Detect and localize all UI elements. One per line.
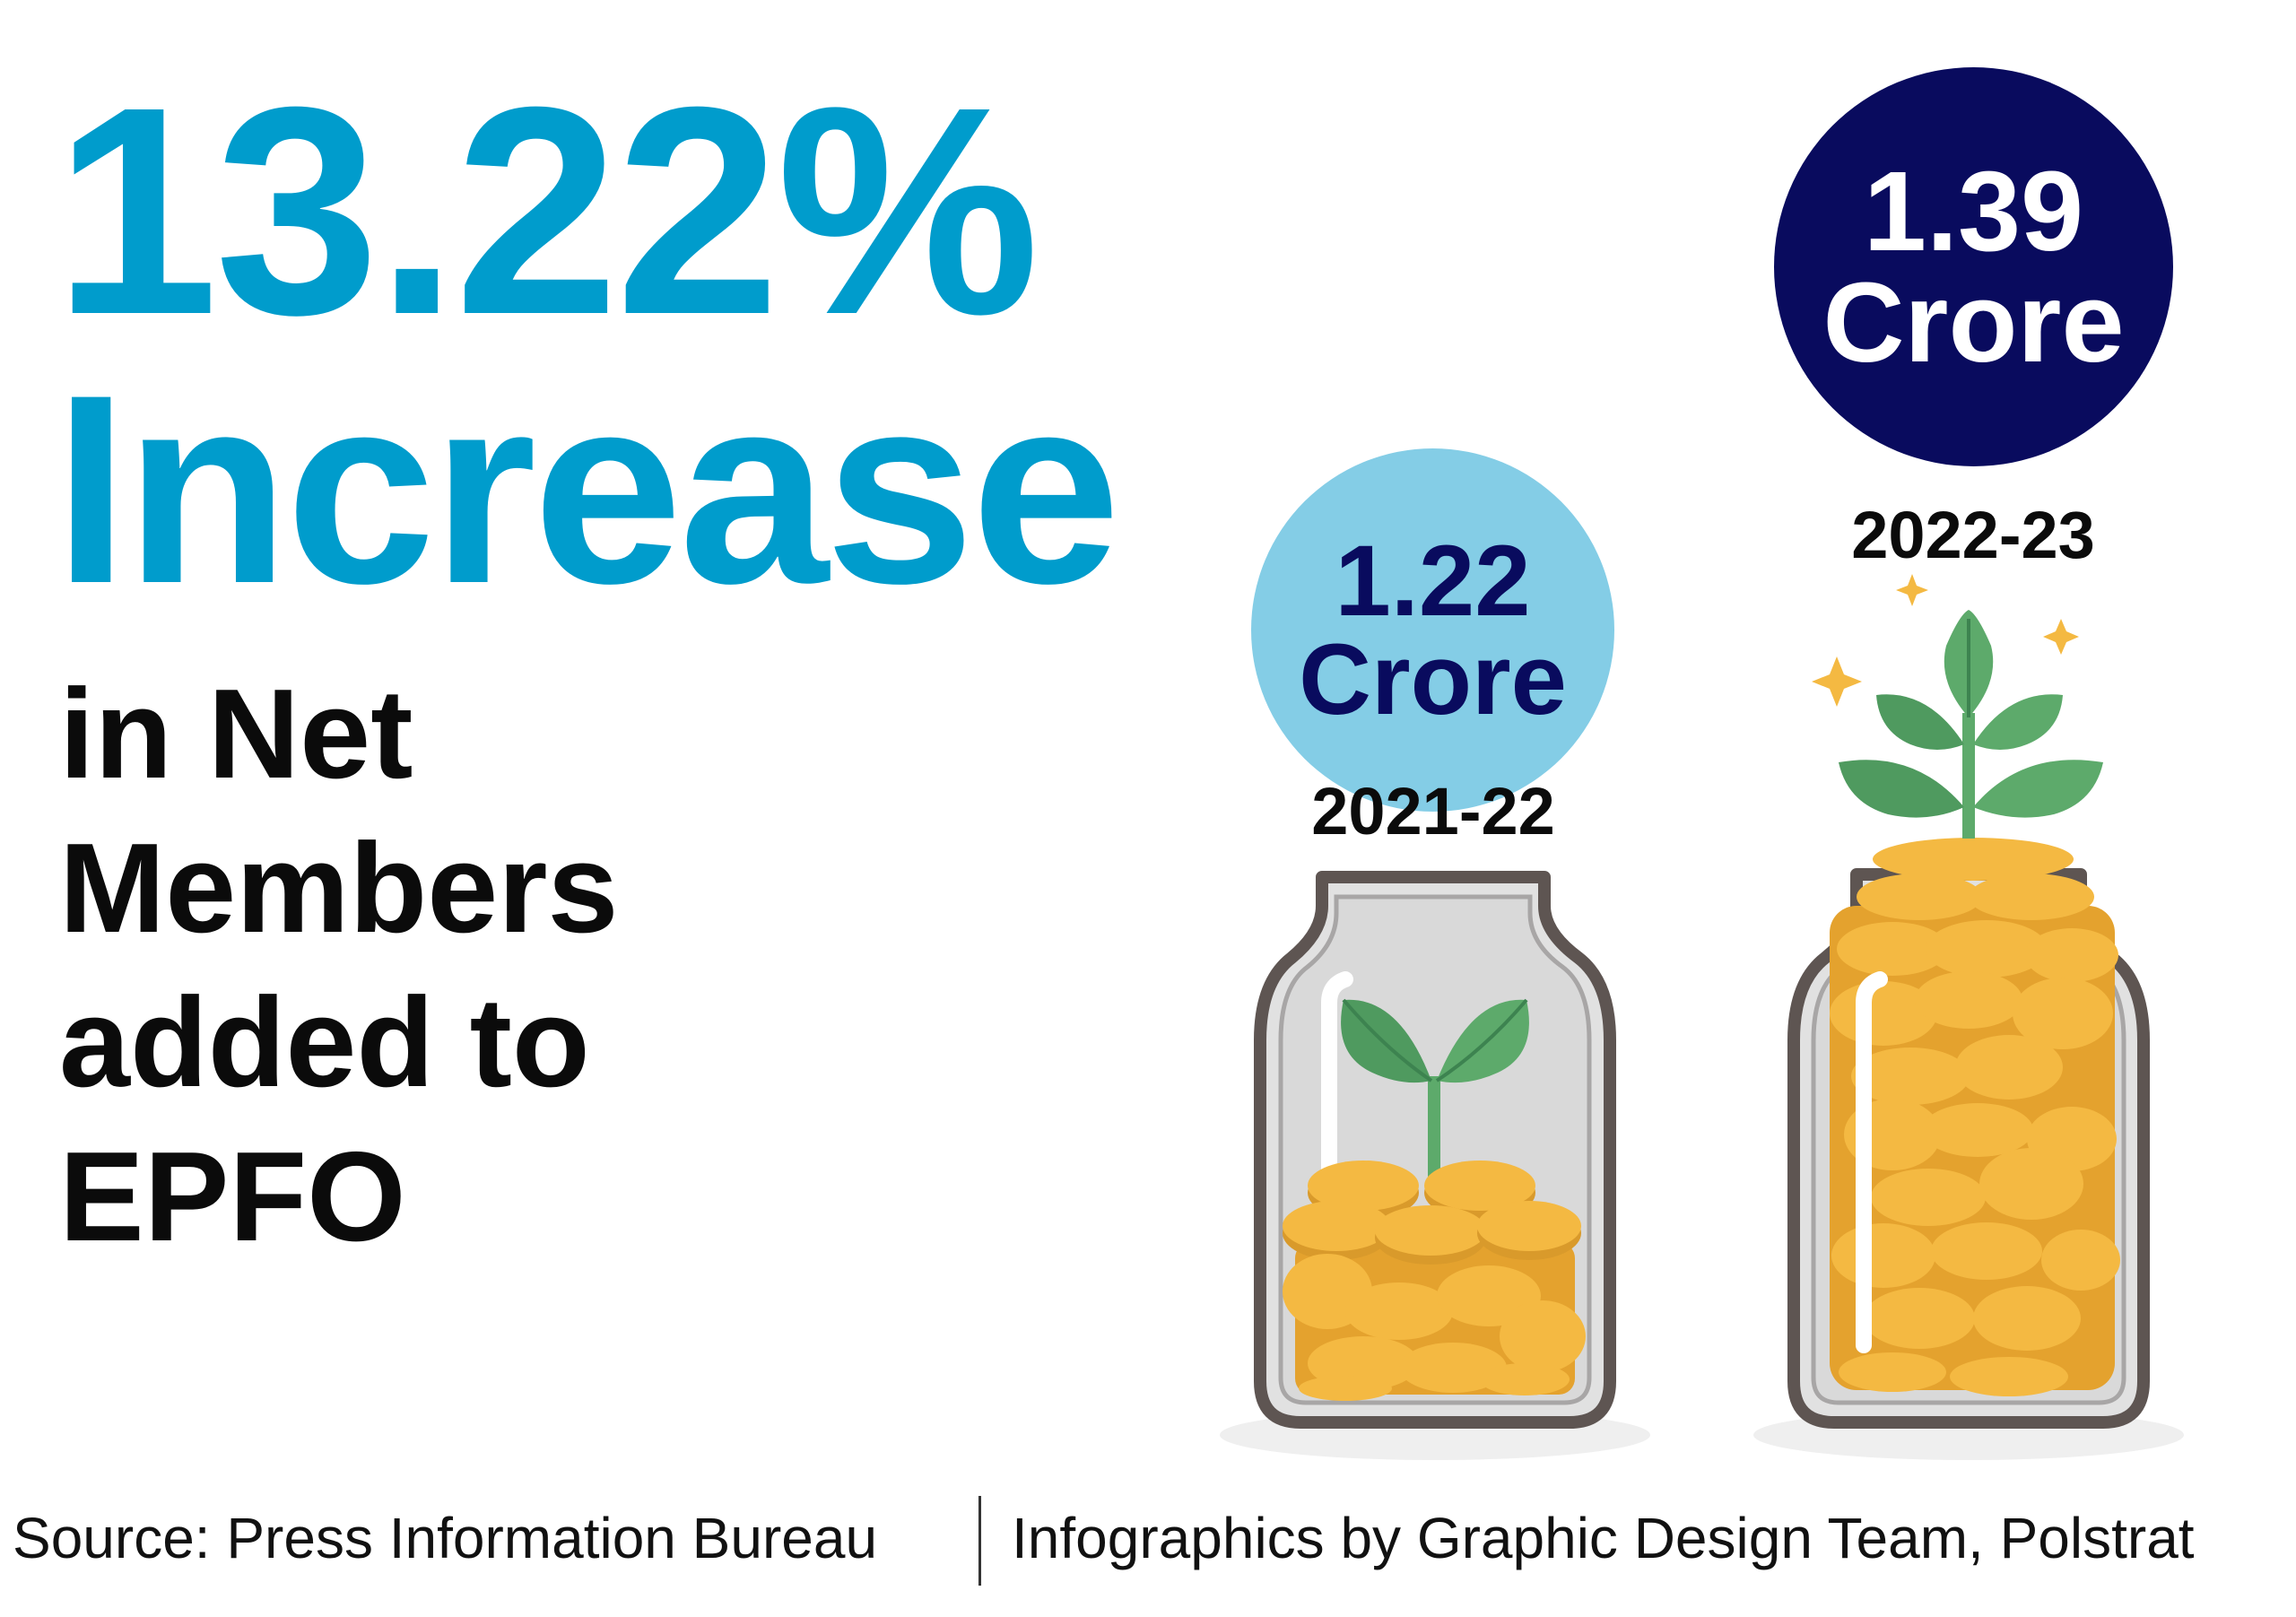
headline-percentage: 13.22% (54, 45, 1039, 376)
stat-circle-2021-22: 1.22 Crore (1251, 448, 1614, 812)
design-credit: Infographics by Graphic Design Team, Pol… (1012, 1506, 2195, 1570)
coin-stack-icon (1830, 838, 2120, 1396)
subline-3: added to (59, 971, 590, 1114)
sparkle-icon (1812, 574, 2079, 707)
coin-stack-icon (1283, 1161, 1586, 1401)
sprout-icon (1341, 998, 1529, 1202)
stat-value: 1.39 (1863, 148, 2084, 275)
subline-2: Members (59, 817, 619, 960)
source-credit: Source: Press Information Bureau (13, 1506, 878, 1570)
footer-divider (978, 1496, 981, 1586)
stat-unit: Crore (1822, 258, 2125, 386)
plant-icon (1839, 610, 2103, 839)
stat-unit: Crore (1299, 622, 1567, 735)
headline-increase: Increase (54, 338, 1121, 639)
subline-4: EPFO (59, 1126, 406, 1268)
year-label-2022-23: 2022-23 (1851, 498, 2095, 572)
stat-value: 1.22 (1335, 524, 1531, 637)
year-label-2021-22: 2021-22 (1311, 774, 1555, 848)
stat-circle-2022-23: 1.39 Crore (1774, 67, 2173, 466)
subline-1: in Net (59, 663, 413, 805)
